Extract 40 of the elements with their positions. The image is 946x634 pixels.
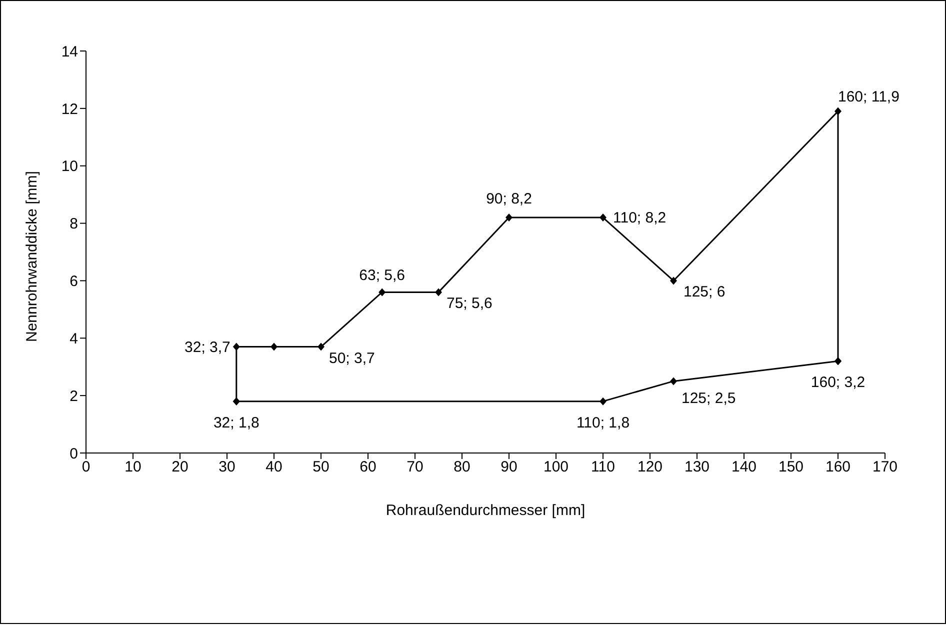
data-label: 110; 8,2: [613, 210, 666, 227]
data-label: 110; 1,8: [576, 414, 630, 432]
x-tick-label: 110: [591, 458, 615, 476]
y-tick-label: 6: [70, 273, 78, 290]
data-label: 63; 5,6: [359, 267, 406, 284]
data-label: 32; 3,7: [184, 338, 230, 356]
x-axis-title: Rohraußendurchmesser [mm]: [386, 502, 586, 519]
y-tick-label: 12: [61, 100, 78, 118]
x-tick-label: 130: [684, 458, 710, 476]
x-tick-label: 40: [266, 458, 282, 476]
x-tick-label: 170: [872, 458, 898, 476]
x-tick-label: 120: [637, 458, 663, 476]
data-label: 32; 1,8: [213, 414, 260, 432]
x-tick-label: 90: [500, 458, 518, 476]
x-tick-label: 0: [82, 458, 90, 476]
y-tick-label: 8: [70, 216, 78, 233]
y-tick-label: 4: [70, 330, 78, 348]
x-tick-label: 70: [406, 458, 424, 476]
x-tick-label: 100: [543, 458, 569, 476]
x-tick-label: 30: [218, 458, 236, 476]
data-label: 125; 2,5: [682, 390, 736, 408]
data-label: 160; 3,2: [810, 374, 866, 392]
data-label: 160; 11,9: [838, 88, 900, 106]
y-tick-label: 2: [70, 388, 78, 405]
x-tick-label: 50: [312, 458, 330, 476]
data-label: 125; 6: [684, 284, 726, 301]
x-tick-label: 150: [778, 458, 804, 476]
x-tick-label: 10: [124, 458, 142, 476]
y-tick-label: 0: [70, 445, 78, 462]
x-tick-label: 60: [360, 458, 376, 476]
x-tick-label: 20: [172, 458, 188, 476]
data-label: 90; 8,2: [486, 190, 532, 208]
y-tick-label: 14: [61, 43, 78, 60]
data-label: 50; 3,7: [329, 350, 375, 367]
x-tick-label: 140: [731, 458, 757, 476]
y-axis-title: Nennrohrwanddicke [mm]: [23, 171, 40, 342]
x-tick-label: 80: [454, 458, 470, 476]
data-label: 75; 5,6: [446, 295, 492, 312]
x-tick-label: 160: [825, 458, 851, 476]
y-tick-label: 10: [61, 158, 78, 176]
